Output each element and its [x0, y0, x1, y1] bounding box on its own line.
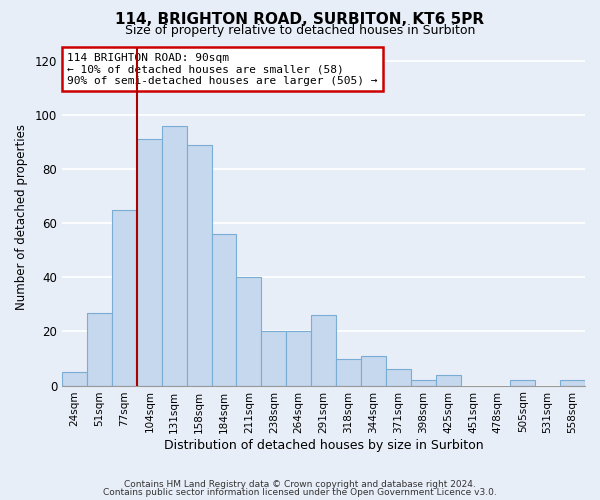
Bar [262, 332, 286, 386]
Text: 114, BRIGHTON ROAD, SURBITON, KT6 5PR: 114, BRIGHTON ROAD, SURBITON, KT6 5PR [115, 12, 485, 28]
Text: 114 BRIGHTON ROAD: 90sqm
← 10% of detached houses are smaller (58)
90% of semi-d: 114 BRIGHTON ROAD: 90sqm ← 10% of detach… [67, 52, 378, 86]
Y-axis label: Number of detached properties: Number of detached properties [15, 124, 28, 310]
Bar [112, 210, 137, 386]
Text: Contains public sector information licensed under the Open Government Licence v3: Contains public sector information licen… [103, 488, 497, 497]
Bar [311, 316, 336, 386]
Text: Contains HM Land Registry data © Crown copyright and database right 2024.: Contains HM Land Registry data © Crown c… [124, 480, 476, 489]
Bar [386, 370, 411, 386]
Bar [87, 312, 112, 386]
X-axis label: Distribution of detached houses by size in Surbiton: Distribution of detached houses by size … [164, 440, 484, 452]
Bar [411, 380, 436, 386]
Bar [212, 234, 236, 386]
Bar [436, 375, 461, 386]
Bar [361, 356, 386, 386]
Bar [162, 126, 187, 386]
Text: Size of property relative to detached houses in Surbiton: Size of property relative to detached ho… [125, 24, 475, 37]
Bar [236, 278, 262, 386]
Bar [336, 358, 361, 386]
Bar [511, 380, 535, 386]
Bar [187, 145, 212, 386]
Bar [286, 332, 311, 386]
Bar [560, 380, 585, 386]
Bar [62, 372, 87, 386]
Bar [137, 140, 162, 386]
